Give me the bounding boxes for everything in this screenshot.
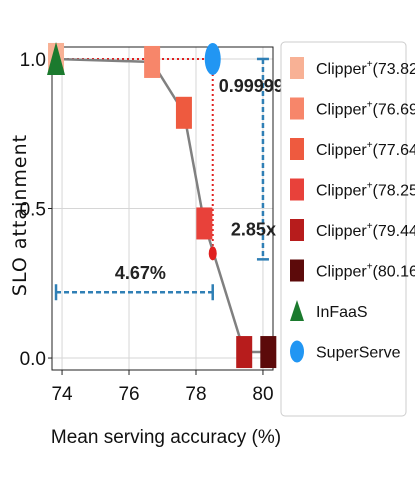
x-tick-78: 78 [185,384,206,405]
legend-swatch-4 [290,219,304,241]
legend-label-2: Clipper+(77.64) [316,140,415,159]
chart-marks [47,41,277,369]
legend-label-6: InFaaS [316,304,368,321]
y-tick-1: 1.0 [20,50,46,71]
superserve-marker [204,42,221,75]
clipper-marker-3 [196,207,213,240]
x-axis-label: Mean serving accuracy (%) [51,427,281,448]
legend-label-4: Clipper+(79.44) [316,221,415,240]
legend-swatch-3 [290,178,304,201]
clipper-curve [55,57,269,354]
clipper-marker-4 [236,336,253,369]
x-tick-76: 76 [118,384,139,405]
legend-swatch-2 [290,138,304,160]
legend-label-1: Clipper+(76.69) [316,100,415,119]
legend: Clipper+(73.82) Clipper+(76.69) Clipper+(7… [280,41,415,417]
superserve-value-label: 0.99999 [219,76,284,96]
y-tick-0: 0.0 [20,349,46,370]
tick-labels: 74 76 78 80 0.0 0.5 1.0 [20,50,274,405]
legend-label-5: Clipper+(80.16) [316,262,415,281]
legend-swatch-0 [290,57,304,79]
slo-gap-label: 2.85x [231,219,276,239]
plot-area [51,46,274,371]
y-tick-0-5: 0.5 [20,200,46,221]
legend-label-7: SuperServe [316,345,401,362]
legend-swatch-1 [290,97,304,120]
legend-label-3: Clipper+(78.25) [316,181,415,200]
grid-lines [48,47,273,375]
clipper-marker-1 [144,45,161,78]
legend-label-0: Clipper+(73.82) [316,59,415,78]
annotations: 0.99999 4.67% 2.85x [115,76,284,283]
x-tick-80: 80 [252,384,273,405]
x-tick-74: 74 [51,384,73,405]
clipper-marker-5 [260,336,277,369]
y-axis-label: SLO attainment [9,134,31,296]
clipper-marker-2 [175,96,192,129]
legend-swatch-infaas [290,300,304,321]
accuracy-gap-label: 4.67% [115,263,166,283]
infaas-marker [47,41,66,75]
legend-box [280,41,407,417]
legend-swatch-5 [290,259,304,282]
legend-swatch-superserve [290,340,304,363]
clipper-interp-point [208,246,217,261]
